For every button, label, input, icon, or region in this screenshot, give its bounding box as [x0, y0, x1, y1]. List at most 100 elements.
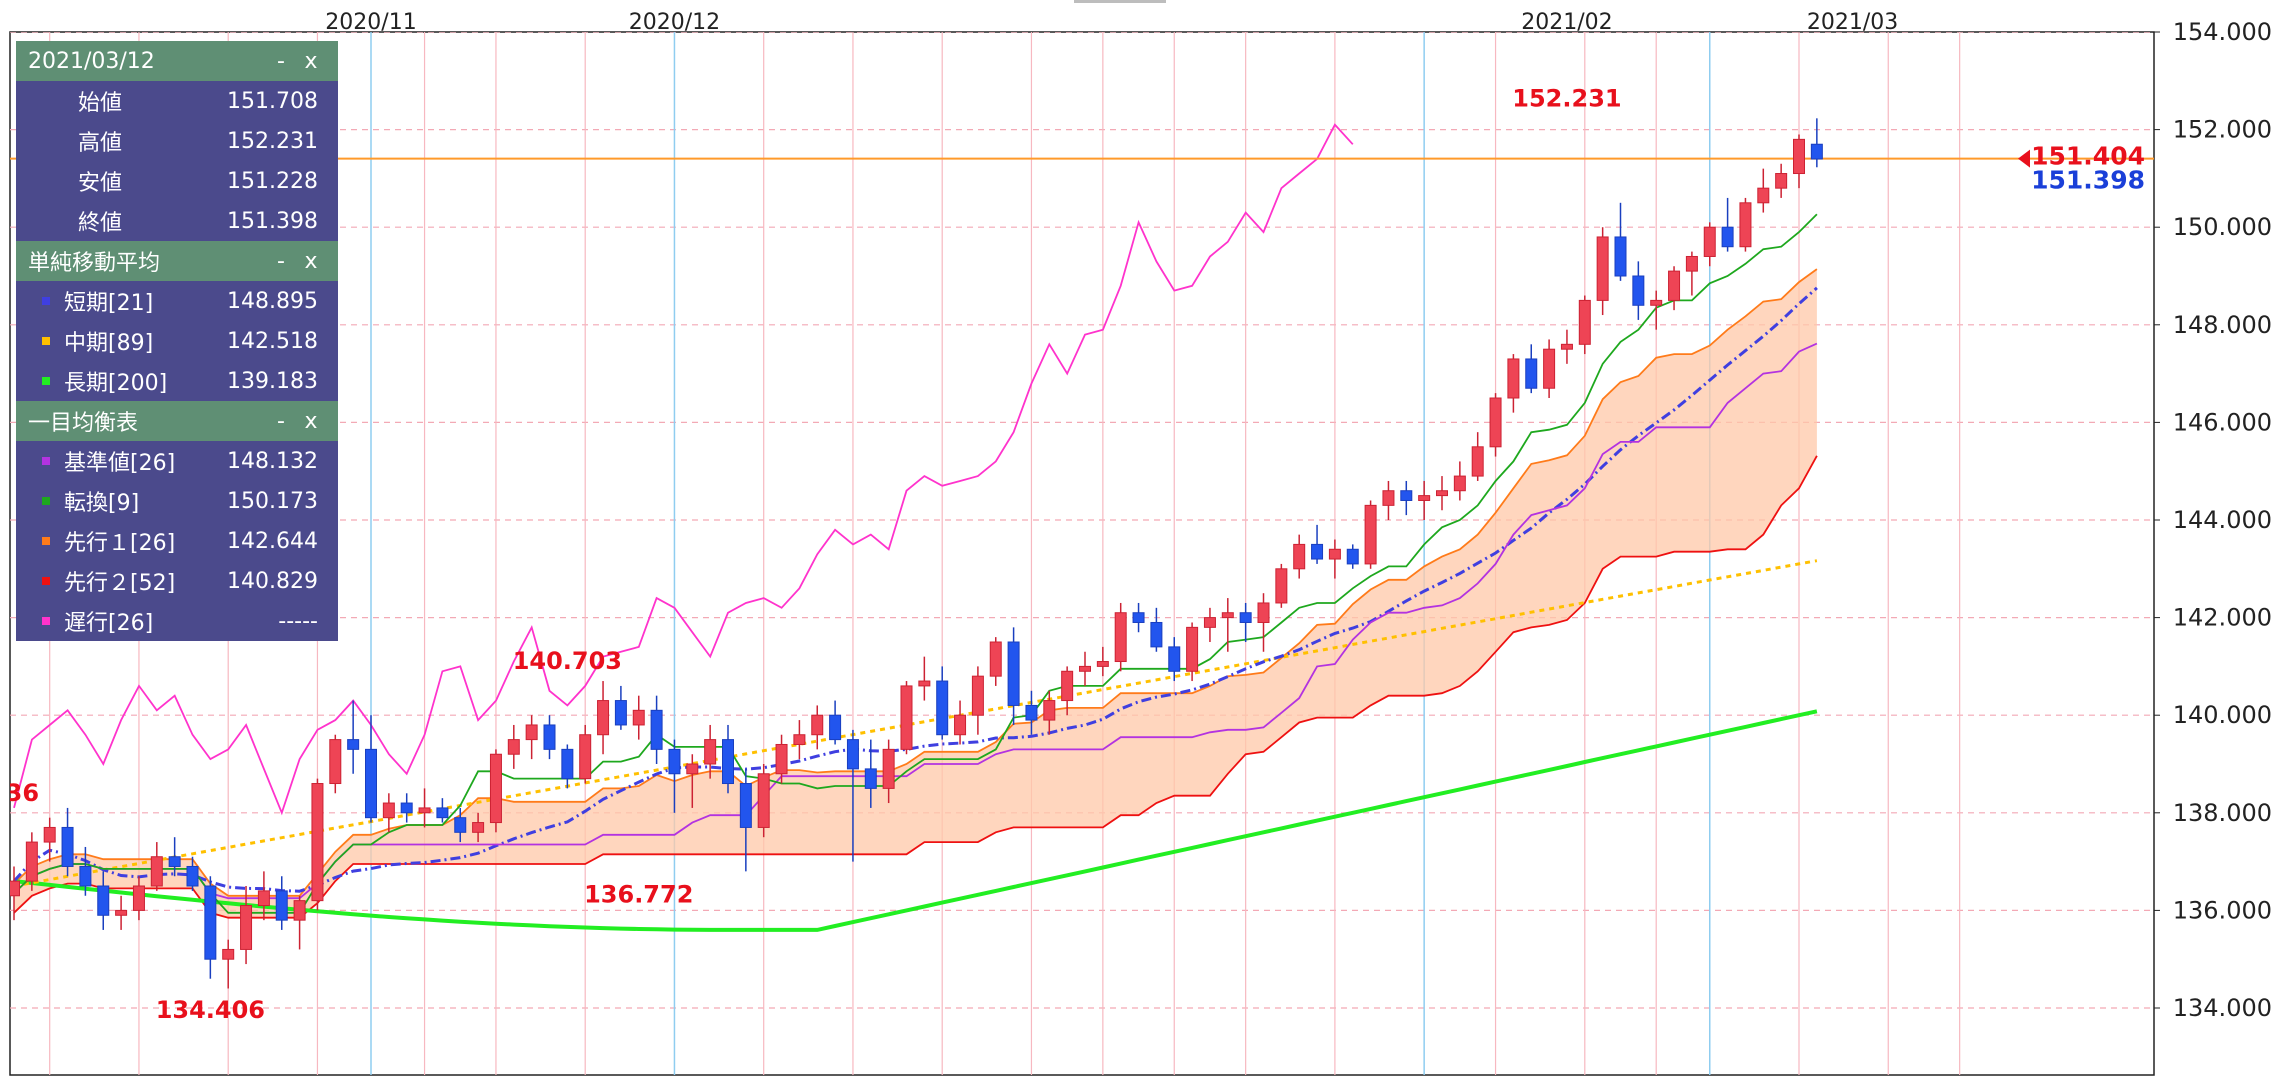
candle-body — [454, 817, 467, 833]
candle-body — [561, 748, 574, 780]
candle-body — [257, 890, 270, 907]
month-label: 2020/11 — [325, 10, 416, 35]
current-price-label: 151.404 — [2031, 142, 2145, 171]
close-button[interactable]: x — [304, 48, 318, 74]
price-annotation: 134.406 — [156, 996, 265, 1024]
candle-body — [240, 905, 253, 950]
candle-body — [668, 748, 681, 775]
candle-body — [1275, 568, 1288, 604]
chikou-swatch — [42, 617, 50, 625]
month-label: 2020/12 — [629, 10, 720, 35]
candle-body — [971, 675, 984, 716]
senkou1-swatch — [42, 537, 50, 545]
candle-body — [1328, 548, 1341, 560]
candle-body — [1025, 704, 1038, 721]
candle-body — [400, 802, 413, 814]
indicator-legend: 2021/03/12 - x 始値 151.708 高値 152.231 安値 … — [16, 41, 338, 641]
short-ma-swatch — [42, 297, 50, 305]
candle-body — [1007, 641, 1020, 706]
y-tick-label: 152.000 — [2173, 116, 2272, 144]
price-annotation: 152.231 — [1512, 84, 1621, 112]
candle-body — [311, 783, 324, 902]
ichimoku-label: 遅行[26] — [64, 611, 154, 636]
candle-body — [1311, 543, 1324, 560]
sma-value: 142.518 — [227, 328, 318, 354]
candle-body — [1650, 299, 1663, 306]
candle-body — [507, 739, 520, 755]
candle-body — [1132, 612, 1145, 623]
candle-body — [168, 856, 181, 867]
close-button[interactable]: x — [304, 248, 318, 274]
sma-row-short: 短期[21] 148.895 — [16, 281, 338, 321]
candle-body — [489, 753, 502, 824]
sma-value: 139.183 — [227, 368, 318, 394]
ichimoku-cloud — [14, 269, 1817, 918]
sma-label: 中期[89] — [64, 331, 154, 356]
close-button[interactable]: x — [304, 408, 318, 434]
long-ma-line — [13, 709, 1818, 932]
candle-body — [1168, 646, 1181, 672]
candle-body — [757, 773, 770, 828]
y-tick-label: 134.000 — [2173, 994, 2272, 1022]
candle-body — [543, 724, 556, 750]
candle-body — [1346, 548, 1359, 565]
y-tick-label: 136.000 — [2173, 896, 2272, 924]
candle-body — [597, 700, 610, 736]
minimize-button[interactable]: - — [277, 248, 285, 274]
candle-body — [1596, 236, 1609, 301]
candle-body — [275, 890, 288, 921]
candle-body — [1810, 143, 1823, 160]
month-label: 2021/03 — [1807, 10, 1898, 35]
candle-body — [989, 641, 1002, 677]
candle-body — [25, 841, 38, 882]
candle-body — [61, 826, 74, 867]
candle-body — [829, 714, 842, 741]
candle-body — [132, 885, 145, 911]
y-tick-label: 142.000 — [2173, 604, 2272, 632]
candle-body — [775, 743, 788, 775]
minimize-button[interactable]: - — [277, 408, 285, 434]
minimize-button[interactable]: - — [277, 48, 285, 74]
sma-label: 短期[21] — [64, 291, 154, 316]
candle-body — [97, 885, 110, 916]
ichimoku-value: 150.173 — [227, 488, 318, 514]
candle-body — [1560, 343, 1573, 350]
candle-body — [1061, 670, 1074, 702]
ohlc-panel-title: 2021/03/12 — [28, 48, 155, 74]
candle-body — [614, 700, 627, 726]
ohlc-label: 安値 — [78, 171, 123, 196]
ichimoku-value: 142.644 — [227, 528, 318, 554]
candle-body — [347, 739, 360, 750]
candle-body — [1418, 495, 1431, 501]
price-annotation: 140.703 — [513, 647, 622, 675]
candle-body — [1543, 348, 1556, 389]
candle-body — [811, 714, 824, 736]
chikou-line — [13, 123, 1354, 816]
current-price-arrow — [2018, 149, 2030, 168]
ichimoku-row-tenkan: 転換[9] 150.173 — [16, 481, 338, 521]
scroll-handle[interactable] — [1074, 0, 1166, 3]
candle-body — [900, 685, 913, 750]
ichimoku-panel-title: 一目均衡表 — [28, 411, 139, 436]
candle-body — [1668, 270, 1681, 301]
long-ma-swatch — [42, 377, 50, 385]
candle-body — [79, 865, 92, 887]
sma-value: 148.895 — [227, 288, 318, 314]
candle-body — [365, 748, 377, 819]
last-close-label: 151.398 — [2031, 166, 2145, 195]
candle-body — [1364, 504, 1377, 565]
candle-body — [1400, 490, 1413, 501]
candle-body — [793, 734, 806, 745]
candle-body — [1507, 358, 1520, 399]
ohlc-panel-header: 2021/03/12 - x — [16, 41, 338, 81]
candle-body — [739, 783, 752, 828]
sma-panel-header: 単純移動平均 - x — [16, 241, 338, 281]
y-tick-label: 144.000 — [2173, 506, 2272, 534]
candle-body — [686, 763, 699, 775]
sma-label: 長期[200] — [64, 371, 168, 396]
candle-body — [1489, 397, 1502, 448]
ohlc-value: 152.231 — [227, 128, 318, 154]
ichimoku-panel-header: 一目均衡表 - x — [16, 401, 338, 441]
candle-body — [1382, 490, 1395, 506]
